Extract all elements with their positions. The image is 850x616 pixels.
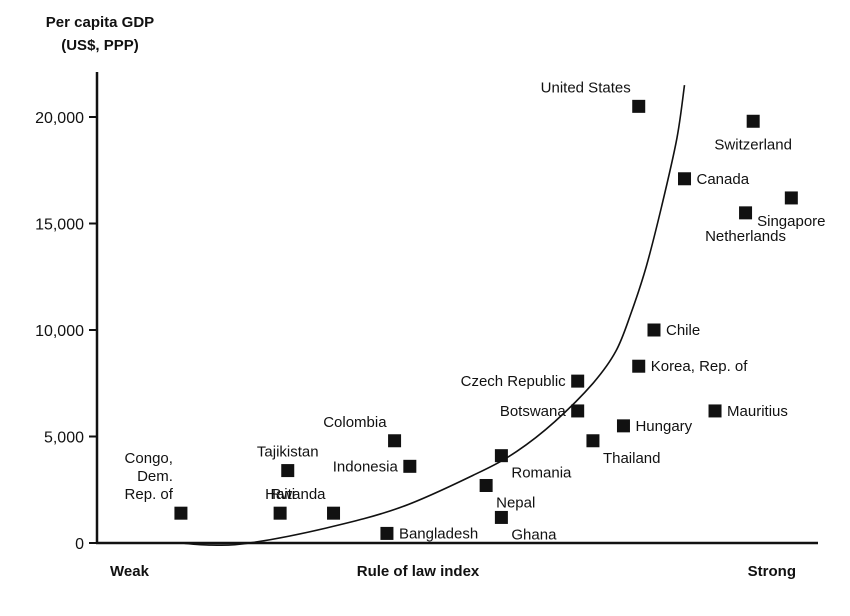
data-point-marker — [571, 374, 585, 388]
data-point-label: Czech Republic — [461, 373, 567, 390]
data-point-label: Rwanda — [270, 486, 326, 503]
data-point-label: Haiti — [265, 486, 295, 503]
axis-labels: Per capita GDP (US$, PPP) Rule of law in… — [46, 14, 796, 580]
y-tick-label: 10,000 — [35, 323, 84, 340]
data-point-marker — [327, 506, 341, 520]
data-point-label: Switzerland — [714, 136, 792, 153]
data-point-marker — [494, 510, 508, 524]
data-point-marker — [273, 506, 287, 520]
data-point-marker — [632, 99, 646, 113]
data-point-marker — [174, 506, 188, 520]
axes: 0 5,000 10,000 15,000 20,000 — [35, 72, 818, 553]
y-axis-title-line1: Per capita GDP — [46, 14, 154, 31]
data-points: Congo, Dem. Rep. of Haiti Tajikistan Rwanda Co… — [125, 79, 826, 543]
data-point-label: Colombia — [323, 414, 387, 431]
data-point-label: Chile — [666, 322, 700, 339]
data-point-label: Hungary — [635, 418, 692, 435]
data-point-marker — [586, 434, 600, 448]
data-point-label: Korea, Rep. of — [651, 358, 749, 375]
data-point-marker — [494, 449, 508, 463]
data-point-marker — [281, 464, 295, 478]
data-point-marker — [380, 526, 394, 540]
y-tick-label: 20,000 — [35, 110, 84, 127]
y-axis-title-line2: (US$, PPP) — [61, 37, 139, 54]
data-point-marker — [739, 206, 753, 220]
trend-curve — [180, 84, 686, 546]
data-point-marker — [678, 172, 692, 186]
data-point-label: Indonesia — [333, 458, 399, 475]
data-point-marker — [403, 459, 417, 473]
data-point-marker — [388, 434, 402, 448]
data-point-label: Nepal — [496, 494, 535, 511]
data-point-label: Tajikistan — [257, 444, 319, 461]
data-point-label: United States — [541, 79, 631, 96]
data-point-label: Canada — [697, 171, 750, 188]
y-tick-label: 15,000 — [35, 217, 84, 234]
data-point-label: Netherlands — [705, 228, 786, 245]
data-point-label: Botswana — [500, 403, 567, 420]
data-point-marker — [647, 323, 661, 337]
data-point-label: Bangladesh — [399, 525, 478, 542]
data-point-label: Congo, Dem. Rep. of — [125, 450, 174, 503]
data-point-label: Romania — [511, 465, 572, 482]
data-point-marker — [784, 191, 798, 205]
x-axis-strong-label: Strong — [748, 563, 796, 580]
y-tick-label: 5,000 — [44, 430, 84, 447]
data-point-marker — [616, 419, 630, 433]
trend-curve-group — [180, 84, 686, 546]
data-point-marker — [746, 114, 760, 128]
data-point-label: Singapore — [757, 213, 825, 230]
y-tick-label: 0 — [75, 536, 84, 553]
data-point-marker — [571, 404, 585, 418]
data-point-marker — [708, 404, 722, 418]
data-point-label: Mauritius — [727, 403, 788, 420]
data-point-marker — [632, 359, 646, 373]
data-point-marker — [479, 478, 493, 492]
data-point-label: Ghana — [511, 526, 557, 543]
x-axis-title: Rule of law index — [357, 563, 480, 580]
data-point-label: Thailand — [603, 450, 661, 467]
x-axis-weak-label: Weak — [110, 563, 150, 580]
